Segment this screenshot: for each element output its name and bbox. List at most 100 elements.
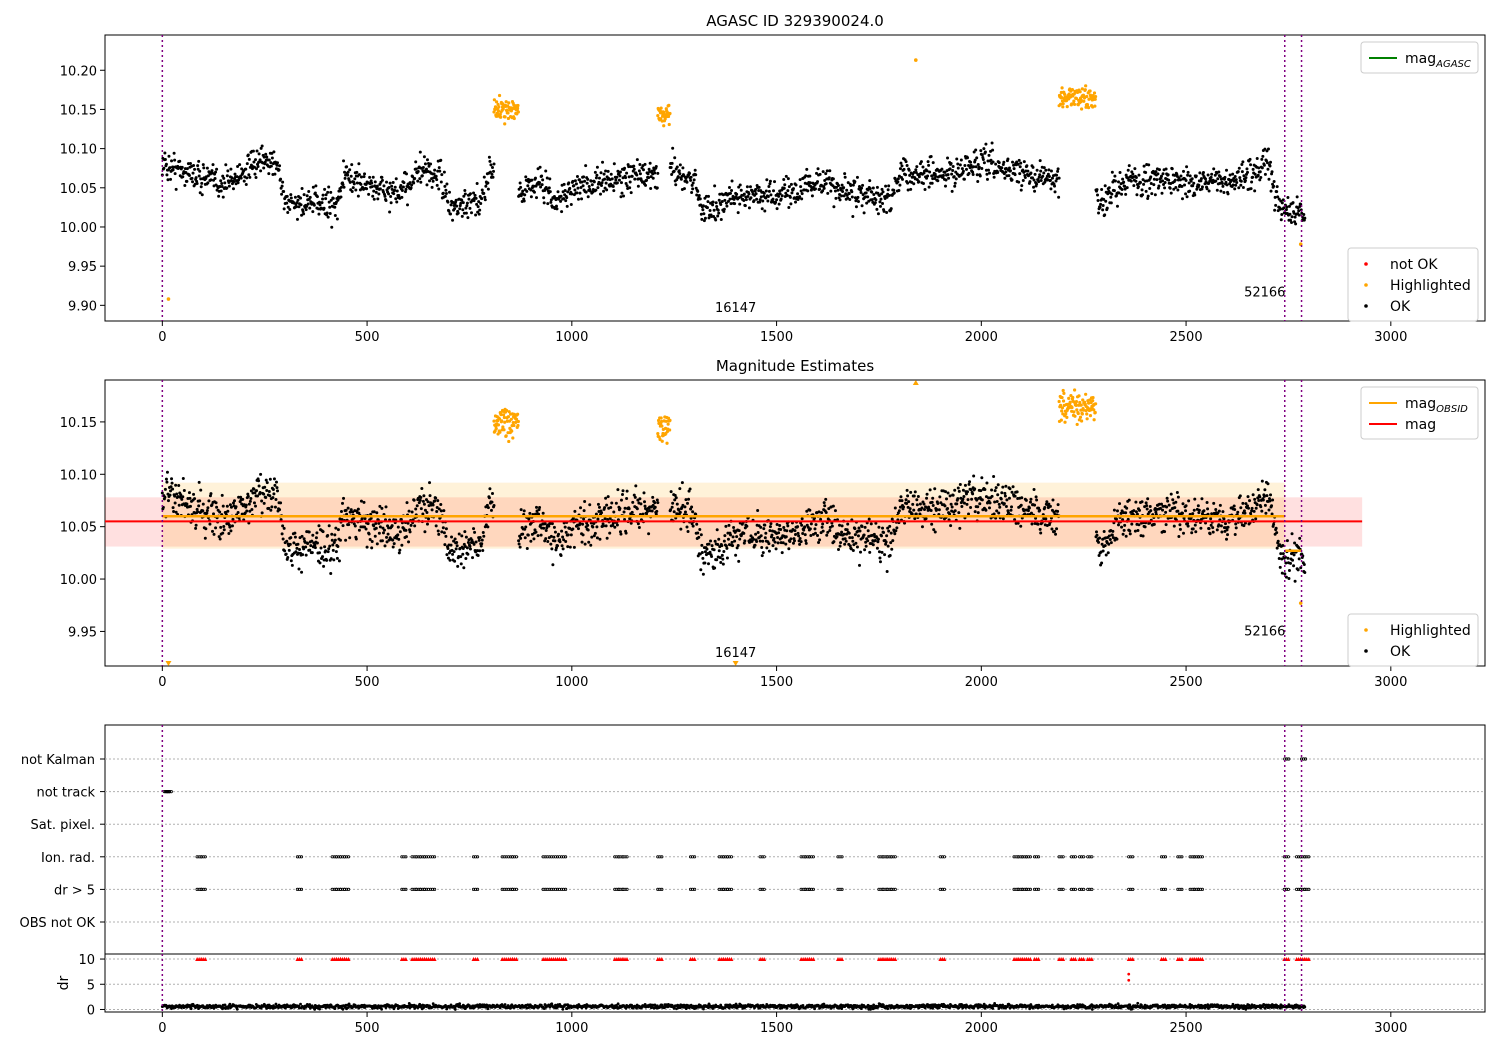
ok-point [586, 195, 590, 199]
legend-dot-swatch [1364, 628, 1368, 632]
ok-point [955, 502, 959, 506]
ok-point [555, 207, 559, 211]
ok-point [991, 148, 995, 152]
ok-point [1114, 517, 1118, 521]
ok-point [581, 184, 585, 188]
ok-point [185, 179, 189, 183]
highlighted-point [1083, 88, 1087, 92]
legend-label: OK [1390, 299, 1411, 315]
ok-point [621, 492, 624, 496]
ok-point [172, 510, 176, 514]
ok-point [1296, 568, 1300, 572]
ok-point [867, 517, 871, 521]
ok-point [308, 548, 312, 552]
ok-point [1222, 517, 1226, 521]
ok-point [1043, 505, 1047, 509]
ok-point [1176, 509, 1180, 513]
ok-point [653, 501, 657, 505]
ok-point [632, 164, 636, 168]
ok-point [242, 179, 246, 183]
ok-point [550, 547, 554, 551]
ok-point [437, 532, 441, 536]
ok-point [525, 547, 529, 551]
ok-point [646, 172, 650, 176]
ok-point [1003, 494, 1007, 498]
ok-point [542, 196, 546, 200]
ok-point [608, 531, 612, 535]
ok-point [609, 505, 613, 509]
ok-point [884, 540, 888, 544]
ok-point [236, 164, 240, 168]
ok-point [956, 162, 960, 166]
ok-point [988, 501, 992, 505]
ok-point [589, 543, 593, 547]
ok-point [612, 510, 616, 514]
ok-point [701, 204, 705, 208]
ok-point [209, 492, 213, 496]
ok-point [192, 492, 196, 496]
ok-point [1238, 494, 1242, 498]
ok-point [798, 537, 802, 541]
ok-point [1279, 552, 1283, 556]
ok-point [1191, 184, 1195, 188]
ok-point [554, 204, 558, 208]
ok-point [893, 506, 897, 510]
ok-point [248, 175, 252, 179]
ok-point [434, 524, 438, 528]
ok-point [219, 179, 223, 183]
ok-point [356, 194, 360, 198]
ok-point [477, 212, 481, 216]
highlighted-point [497, 105, 501, 109]
ok-point [1108, 538, 1112, 542]
ok-point [843, 172, 847, 176]
ok-point [786, 189, 790, 193]
ok-point [350, 189, 354, 193]
ok-point [370, 185, 374, 189]
ok-point [1035, 498, 1039, 502]
ok-point [465, 201, 469, 205]
ok-point [1227, 178, 1231, 182]
ok-point [431, 503, 435, 507]
ok-point [1240, 162, 1244, 166]
ok-point [632, 167, 636, 171]
ok-point [590, 535, 594, 539]
ok-point [1049, 187, 1053, 191]
ok-point [885, 195, 889, 199]
ok-point [323, 187, 327, 191]
ok-point [461, 552, 465, 556]
legend-label-subscript: OBSID [1436, 404, 1468, 415]
ok-point [327, 524, 331, 528]
ok-point [532, 537, 536, 541]
ok-point [258, 158, 262, 162]
ok-point [463, 192, 467, 196]
ok-point [207, 499, 211, 503]
highlighted-point [492, 419, 496, 423]
ok-point [1152, 177, 1156, 181]
ok-point [806, 525, 810, 529]
ok-point [777, 202, 781, 206]
ok-point [1254, 506, 1258, 510]
highlighted-point [516, 103, 520, 108]
ok-point [522, 509, 526, 513]
ok-point [842, 186, 846, 190]
ok-point [185, 502, 189, 506]
ok-point [1287, 204, 1291, 208]
highlighted-point [1094, 94, 1098, 99]
highlighted-point [511, 436, 515, 440]
ok-point [991, 160, 995, 164]
ok-point [967, 171, 971, 175]
ok-point [476, 553, 480, 557]
ok-point [688, 487, 692, 491]
ok-point [458, 207, 462, 211]
flag-point [1307, 855, 1311, 859]
ok-point [604, 181, 608, 185]
ok-point [163, 487, 167, 491]
ok-point [949, 524, 953, 528]
ok-point [610, 501, 614, 505]
ok-point [1046, 172, 1050, 176]
ok-point [321, 193, 325, 197]
ok-point [1186, 170, 1190, 174]
ok-point [1097, 540, 1101, 544]
ok-point [909, 490, 913, 494]
